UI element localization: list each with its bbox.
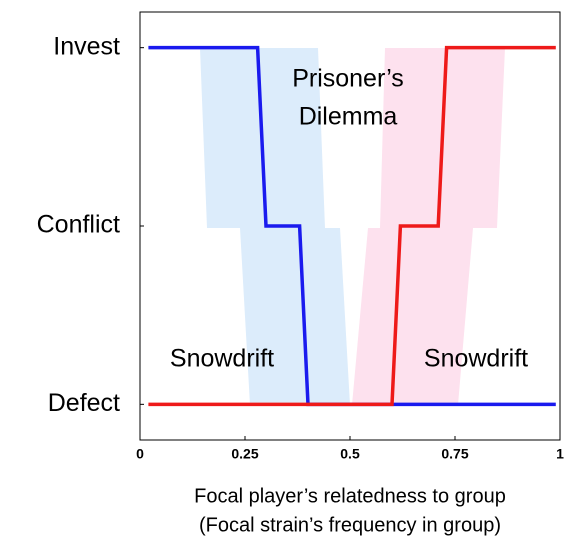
x-axis-label: Focal player’s relatedness to group (194, 485, 506, 507)
y-tick-label: Conflict (37, 211, 120, 239)
x-axis-label: (Focal strain’s frequency in group) (199, 514, 501, 536)
x-tick-label: 0.5 (340, 446, 360, 462)
annotation: Dilemma (299, 103, 398, 131)
annotation: Prisoner’s (292, 65, 404, 93)
y-tick-label: Invest (53, 32, 120, 60)
annotation: Snowdrift (424, 345, 528, 373)
x-tick-label: 0.75 (441, 446, 468, 462)
x-tick-label: 1 (556, 446, 564, 462)
annotation: Snowdrift (170, 345, 274, 373)
x-tick-label: 0 (136, 446, 144, 462)
band (352, 228, 473, 405)
x-tick-label: 0.25 (231, 446, 258, 462)
series-line (148, 45, 556, 407)
y-tick-label: Defect (48, 389, 120, 417)
band (240, 228, 350, 405)
